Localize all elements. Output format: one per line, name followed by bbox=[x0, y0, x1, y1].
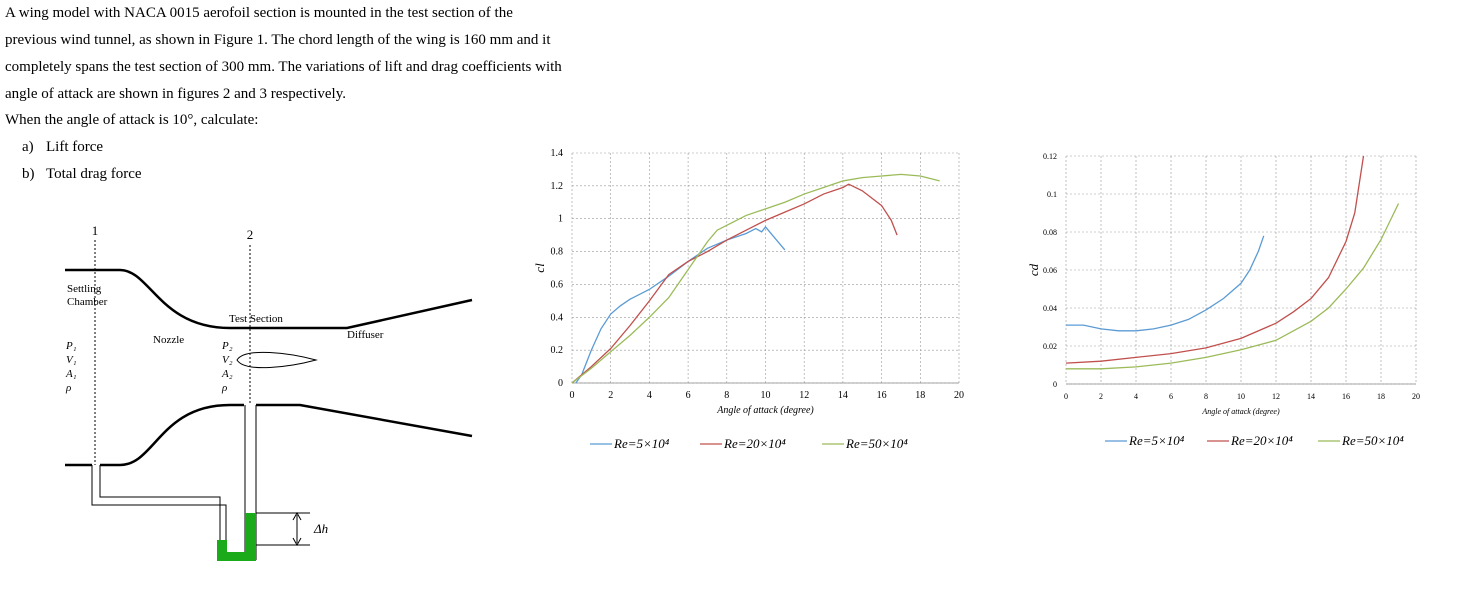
text-line: previous wind tunnel, as shown in Figure… bbox=[5, 32, 551, 48]
item-text: Lift force bbox=[46, 139, 104, 155]
x-tick-label: 0 bbox=[570, 390, 575, 401]
label: Settling bbox=[67, 283, 102, 295]
y-tick-label: 0 bbox=[558, 378, 563, 389]
station-label: 2 bbox=[247, 227, 254, 242]
x-tick-label: 16 bbox=[877, 390, 887, 401]
y-tick-label: 0.2 bbox=[551, 345, 564, 356]
x-tick-label: 0 bbox=[1064, 392, 1068, 401]
y-tick-label: 0.8 bbox=[551, 247, 564, 258]
x-tick-label: 2 bbox=[608, 390, 613, 401]
item-label: b) bbox=[22, 166, 35, 182]
y-axis-label: cl bbox=[532, 263, 547, 273]
x-tick-label: 12 bbox=[799, 390, 809, 401]
data-line bbox=[575, 225, 786, 384]
legend-label: Re=50×10⁴ bbox=[1341, 433, 1404, 448]
manometer-fluid bbox=[217, 513, 256, 561]
x-tick-label: 16 bbox=[1342, 392, 1350, 401]
symbol: A₁ bbox=[65, 368, 77, 380]
question: When the angle of attack is 10°, calcula… bbox=[5, 112, 259, 128]
item-text: Total drag force bbox=[46, 166, 142, 182]
symbol: V₂ bbox=[222, 354, 233, 366]
x-tick-label: 12 bbox=[1272, 392, 1280, 401]
manometer bbox=[91, 405, 257, 561]
x-tick-label: 10 bbox=[1237, 392, 1245, 401]
y-tick-label: 1.2 bbox=[551, 181, 564, 192]
label: Chamber bbox=[67, 296, 108, 308]
x-tick-label: 4 bbox=[1134, 392, 1138, 401]
symbol: V₁ bbox=[66, 354, 77, 366]
data-line bbox=[571, 183, 898, 384]
y-tick-label: 0.04 bbox=[1043, 304, 1057, 313]
x-tick-label: 8 bbox=[1204, 392, 1208, 401]
symbol: A₂ bbox=[221, 368, 233, 380]
text-line: angle of attack are shown in figures 2 a… bbox=[5, 86, 346, 102]
legend-label: Re=20×10⁴ bbox=[723, 436, 786, 451]
x-tick-label: 14 bbox=[838, 390, 848, 401]
y-tick-label: 1.4 bbox=[551, 148, 564, 159]
upper-wall bbox=[65, 268, 473, 330]
data-line bbox=[571, 173, 940, 384]
y-tick-label: 0.06 bbox=[1043, 266, 1057, 275]
station-label: 1 bbox=[92, 223, 99, 238]
legend-label: Re=5×10⁴ bbox=[1128, 433, 1185, 448]
legend-label: Re=20×10⁴ bbox=[1230, 433, 1293, 448]
x-tick-label: 10 bbox=[761, 390, 771, 401]
x-tick-label: 20 bbox=[954, 390, 964, 401]
y-tick-label: 0 bbox=[1053, 380, 1057, 389]
symbol: ρ bbox=[221, 382, 227, 394]
legend-label: Re=5×10⁴ bbox=[613, 436, 670, 451]
x-axis-label: Angle of attack (degree) bbox=[716, 405, 814, 416]
x-axis-label: Angle of attack (degree) bbox=[1201, 407, 1280, 416]
symbol: Δh bbox=[313, 521, 328, 536]
symbol: P₁ bbox=[65, 340, 77, 352]
x-tick-label: 18 bbox=[915, 390, 925, 401]
text-line: A wing model with NACA 0015 aerofoil sec… bbox=[5, 5, 513, 21]
x-tick-label: 14 bbox=[1307, 392, 1315, 401]
symbol: ρ bbox=[65, 382, 71, 394]
x-tick-label: 4 bbox=[647, 390, 652, 401]
wind-tunnel-diagram: 1 2 Settling Chamber Nozzle Test Section… bbox=[65, 223, 473, 561]
label: Nozzle bbox=[153, 334, 184, 346]
x-tick-label: 18 bbox=[1377, 392, 1385, 401]
lower-wall bbox=[65, 403, 473, 467]
y-tick-label: 0.08 bbox=[1043, 228, 1057, 237]
y-tick-label: 0.12 bbox=[1043, 152, 1057, 161]
text-line: completely spans the test section of 300… bbox=[5, 59, 562, 75]
symbol: P₂ bbox=[221, 340, 233, 352]
y-tick-label: 1 bbox=[558, 214, 563, 225]
item-label: a) bbox=[22, 139, 34, 155]
data-line bbox=[1066, 203, 1400, 370]
y-axis-label: cd bbox=[1026, 263, 1041, 276]
data-line bbox=[1065, 155, 1365, 364]
x-tick-label: 2 bbox=[1099, 392, 1103, 401]
y-tick-label: 0.6 bbox=[551, 279, 564, 290]
x-tick-label: 8 bbox=[724, 390, 729, 401]
legend-label: Re=50×10⁴ bbox=[845, 436, 908, 451]
x-tick-label: 6 bbox=[1169, 392, 1173, 401]
x-tick-label: 6 bbox=[686, 390, 691, 401]
y-tick-label: 0.4 bbox=[551, 312, 564, 323]
x-tick-label: 20 bbox=[1412, 392, 1420, 401]
data-line bbox=[1066, 235, 1265, 332]
airfoil bbox=[236, 351, 318, 369]
y-tick-label: 0.02 bbox=[1043, 342, 1057, 351]
label: Test Section bbox=[229, 313, 283, 325]
y-tick-label: 0.1 bbox=[1047, 190, 1057, 199]
label: Diffuser bbox=[347, 329, 384, 341]
